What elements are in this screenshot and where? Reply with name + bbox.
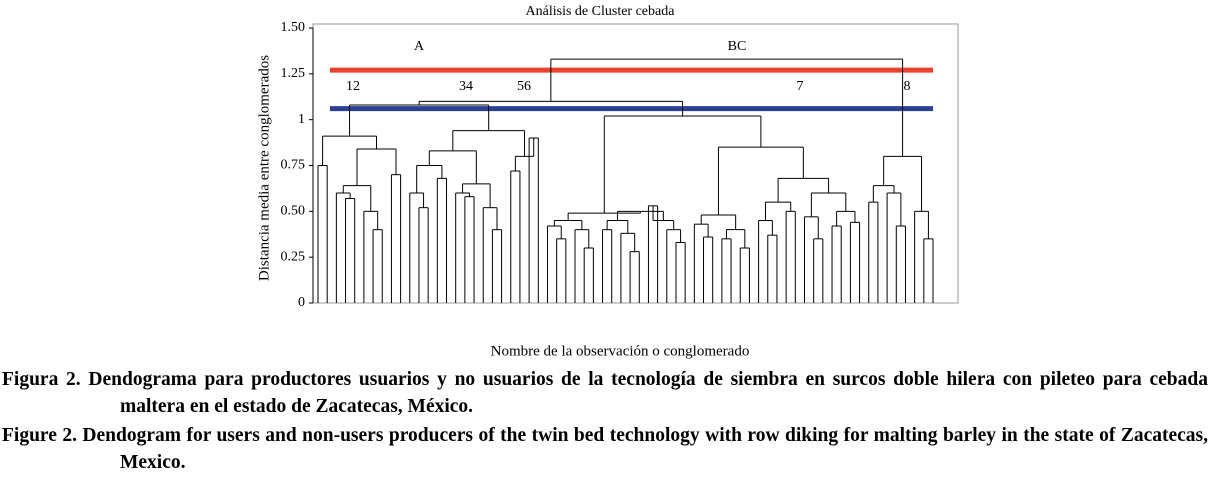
cluster-label: 12 [346, 79, 360, 94]
y-tick-label: 1 [298, 112, 305, 127]
y-axis-label: Distancia media entre conglomerados [256, 55, 272, 281]
chart-title: Análisis de Cluster cebada [526, 4, 676, 19]
y-tick-label: 0.50 [281, 204, 306, 219]
y-tick-label: 0.25 [281, 249, 306, 264]
y-tick-label: 1.50 [281, 20, 306, 35]
y-tick-label: 1.25 [281, 66, 306, 81]
y-tick-label: 0 [298, 295, 305, 310]
cluster-label: 7 [797, 79, 804, 94]
x-axis-label: Nombre de la observación o conglomerado [491, 343, 750, 359]
chart: Análisis de Cluster cebada Distancia med… [256, 4, 959, 359]
cluster-label: 56 [517, 79, 531, 94]
caption-es: Figura 2. Dendograma para productores us… [2, 369, 1208, 417]
cluster-label: 34 [459, 79, 473, 94]
cluster-label: A [414, 39, 425, 54]
y-tick-label: 0.75 [281, 158, 306, 173]
caption-en: Figure 2. Dendogram for users and non-us… [2, 425, 1208, 473]
cluster-label: 8 [904, 79, 911, 94]
cluster-label: BC [728, 39, 747, 54]
